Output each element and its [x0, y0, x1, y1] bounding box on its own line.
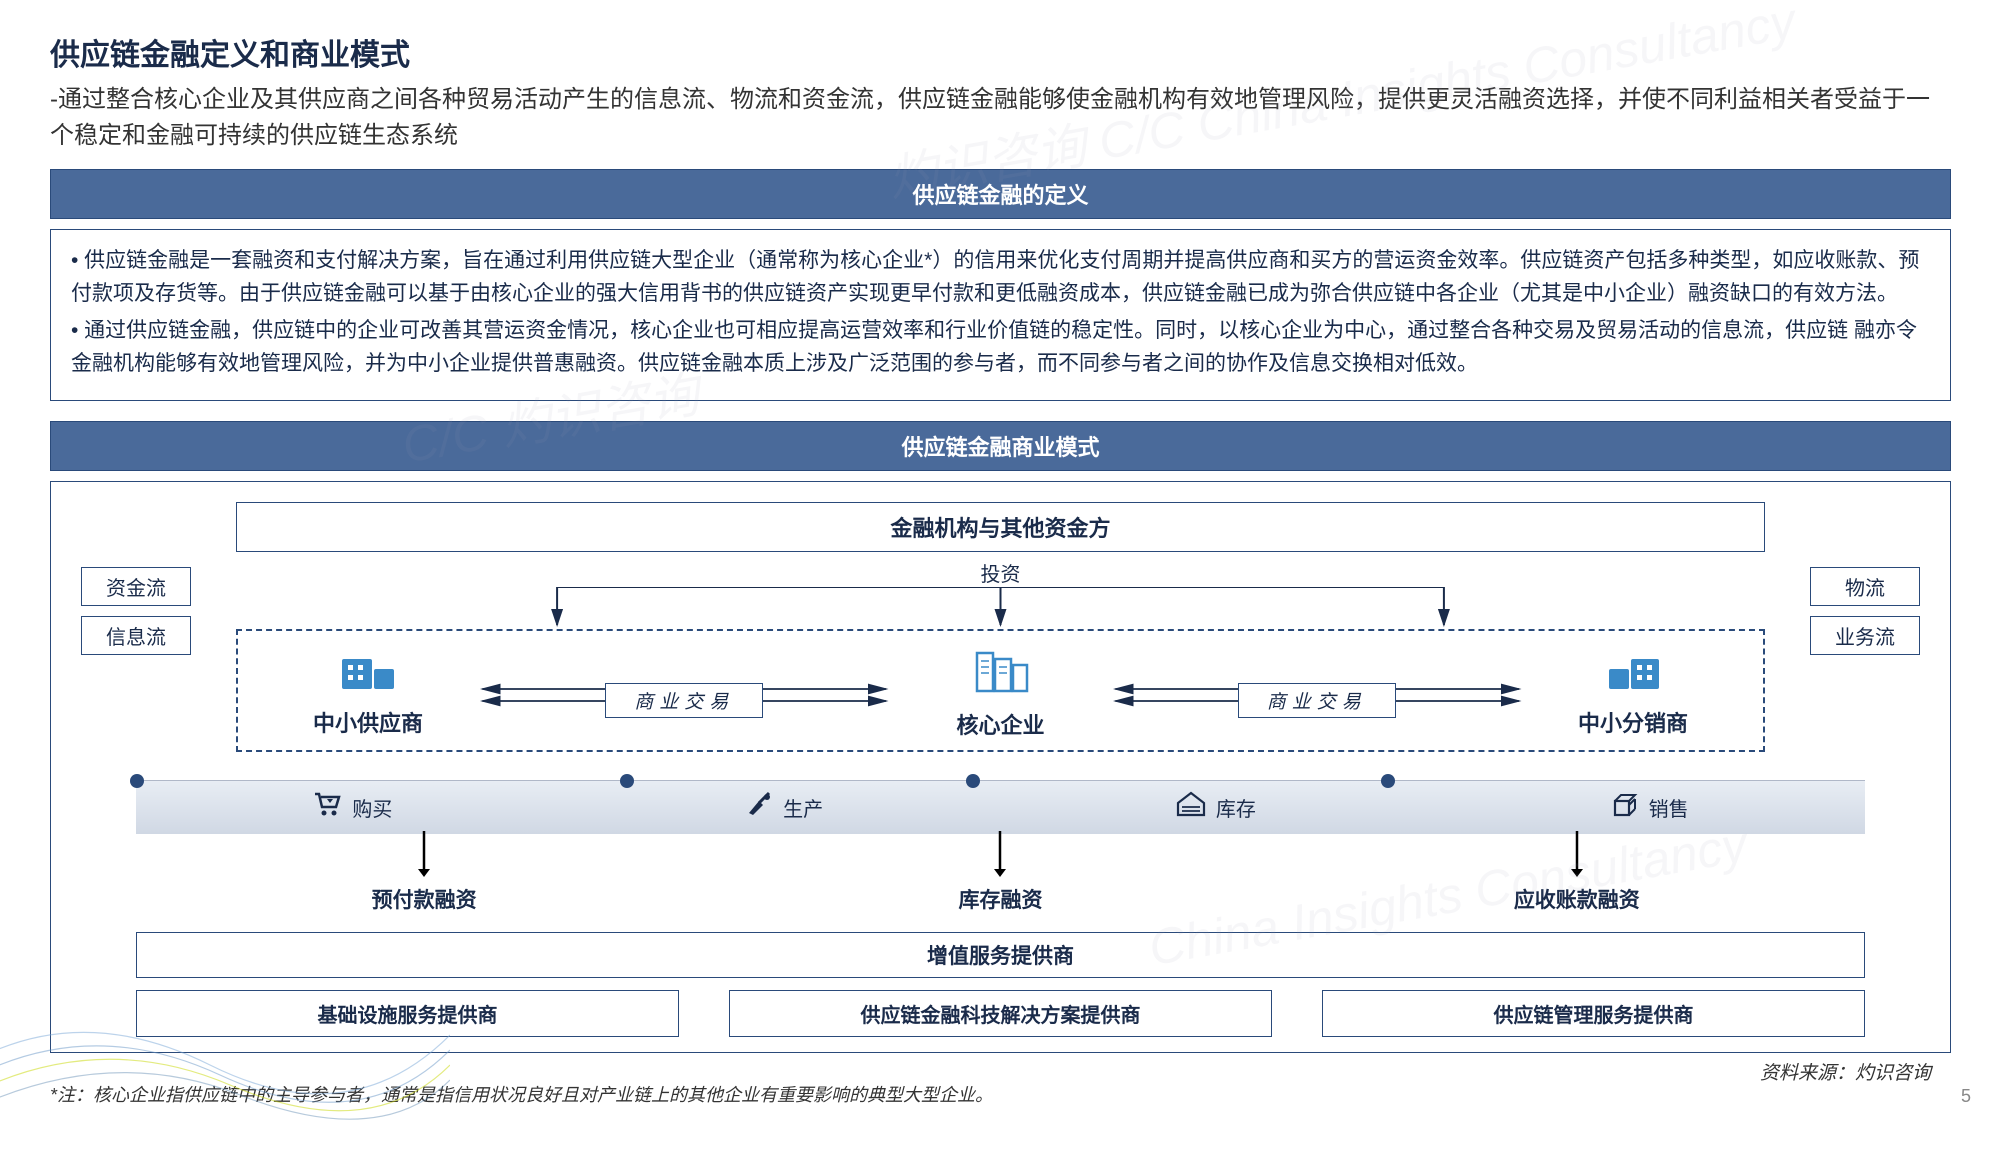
- source-citation: 资料来源：灼识咨询: [1760, 1058, 1931, 1085]
- definition-paragraph-1: • 供应链金融是一套融资和支付解决方案，旨在通过利用供应链大型企业（通常称为核心…: [71, 245, 1930, 310]
- provider-management: 供应链管理服务提供商: [1322, 990, 1865, 1037]
- entity-supplier: 中小供应商: [268, 651, 468, 738]
- entity-core: 核心企业: [901, 649, 1101, 740]
- page-title: 供应链金融定义和商业模式: [50, 30, 1951, 74]
- cart-icon: [312, 791, 342, 824]
- section-header-definition: 供应链金融的定义: [50, 169, 1951, 219]
- process-sales-label: 销售: [1649, 793, 1689, 822]
- financing-inventory: 库存融资: [712, 884, 1288, 914]
- process-step-produce: 生产: [745, 791, 823, 824]
- financing-receivables-label: 应收账款融资: [1514, 889, 1640, 912]
- invest-arrows: [236, 587, 1765, 629]
- process-step-buy: 购买: [312, 791, 392, 824]
- down-arrow-icon: [414, 829, 434, 879]
- invest-label: 投资: [76, 558, 1925, 587]
- process-buy-label: 购买: [352, 793, 392, 822]
- process-step-inventory: 库存: [1176, 791, 1256, 824]
- process-dot-1: [620, 774, 634, 788]
- financial-institution-box: 金融机构与其他资金方: [236, 502, 1765, 552]
- legend-business-flow: 业务流: [1810, 616, 1920, 655]
- trade-left: 商业交易: [468, 683, 901, 707]
- supplier-label: 中小供应商: [313, 706, 423, 738]
- definition-paragraph-2: • 通过供应链金融，供应链中的企业可改善其营运资金情况，核心企业也可相应提高运营…: [71, 315, 1930, 380]
- entity-row: 中小供应商 商业交易 核心企业: [236, 629, 1765, 752]
- provider-row: 基础设施服务提供商 供应链金融科技解决方案提供商 供应链管理服务提供商: [136, 990, 1865, 1037]
- process-dot-start: [130, 774, 144, 788]
- package-icon: [1609, 791, 1639, 824]
- core-label: 核心企业: [956, 708, 1044, 740]
- financing-row: 预付款融资 库存融资 应收账款融资: [136, 834, 1865, 914]
- section-header-model: 供应链金融商业模式: [50, 421, 1951, 471]
- supplier-icon: [340, 651, 396, 701]
- down-arrow-icon: [1567, 829, 1587, 879]
- slide-root: 供应链金融定义和商业模式 -通过整合核心企业及其供应商之间各种贸易活动产生的信息…: [0, 0, 2001, 1083]
- process-inventory-label: 库存: [1216, 793, 1256, 822]
- financing-prepayment: 预付款融资: [136, 884, 712, 914]
- legend-left: 资金流 信息流: [81, 567, 191, 655]
- trade-label-right: 商业交易: [1238, 683, 1396, 718]
- entity-distributor: 中小分销商: [1533, 651, 1733, 738]
- process-flow-bar: 购买 生产 库存 销售: [136, 780, 1865, 834]
- trade-right: 商业交易: [1101, 683, 1534, 707]
- legend-capital-flow: 资金流: [81, 567, 191, 606]
- business-model-diagram: 资金流 信息流 物流 业务流 金融机构与其他资金方 投资: [50, 481, 1951, 1053]
- process-dot-2: [966, 774, 980, 788]
- distributor-icon: [1605, 651, 1661, 701]
- warehouse-icon: [1176, 791, 1206, 824]
- down-arrow-icon: [990, 829, 1010, 879]
- financing-inventory-label: 库存融资: [958, 889, 1042, 912]
- provider-fintech: 供应链金融科技解决方案提供商: [729, 990, 1272, 1037]
- legend-right: 物流 业务流: [1810, 567, 1920, 655]
- process-produce-label: 生产: [783, 793, 823, 822]
- page-number: 5: [1961, 1086, 1971, 1107]
- financing-receivables: 应收账款融资: [1289, 884, 1865, 914]
- legend-info-flow: 信息流: [81, 616, 191, 655]
- provider-infrastructure: 基础设施服务提供商: [136, 990, 679, 1037]
- definition-box: • 供应链金融是一套融资和支付解决方案，旨在通过利用供应链大型企业（通常称为核心…: [50, 229, 1951, 401]
- trade-label-left: 商业交易: [605, 683, 763, 718]
- legend-logistics: 物流: [1810, 567, 1920, 606]
- core-enterprise-icon: [971, 649, 1031, 703]
- process-step-sales: 销售: [1609, 791, 1689, 824]
- tools-icon: [745, 791, 773, 824]
- dashed-group: 中小供应商 商业交易 核心企业: [236, 629, 1765, 752]
- distributor-label: 中小分销商: [1578, 706, 1688, 738]
- page-subtitle: -通过整合核心企业及其供应商之间各种贸易活动产生的信息流、物流和资金流，供应链金…: [50, 82, 1951, 154]
- process-dot-3: [1381, 774, 1395, 788]
- financing-prepayment-label: 预付款融资: [372, 889, 477, 912]
- vas-header: 增值服务提供商: [136, 932, 1865, 978]
- footnote: *注：核心企业指供应链中的主导参与者，通常是指信用状况良好且对产业链上的其他企业…: [50, 1081, 993, 1107]
